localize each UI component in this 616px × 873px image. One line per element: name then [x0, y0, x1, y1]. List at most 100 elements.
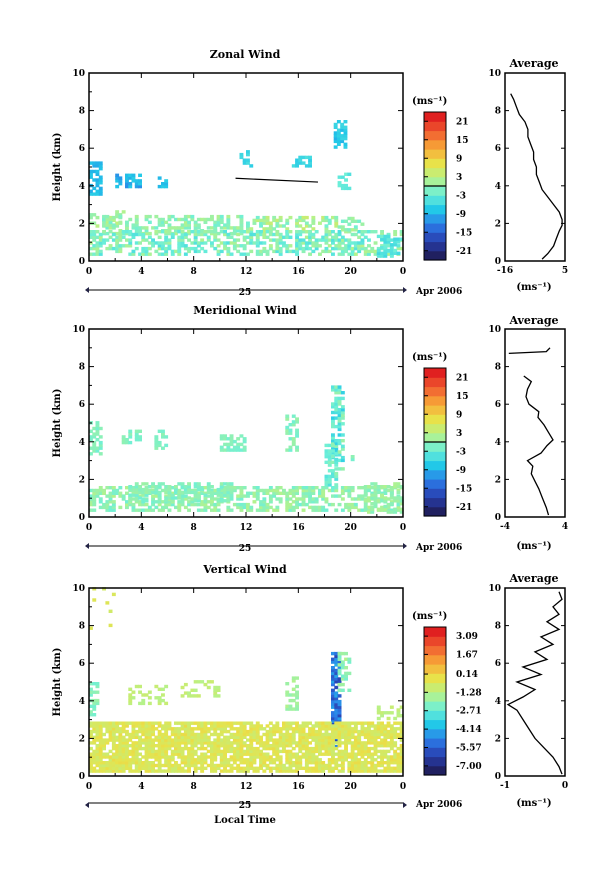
heatmap-cell — [223, 487, 227, 492]
heatmap-cell — [262, 763, 267, 768]
heatmap-cell — [285, 417, 290, 421]
heatmap-cell — [321, 746, 326, 751]
heatmap-cell — [337, 244, 342, 248]
heatmap-cell — [327, 232, 332, 237]
heatmap-cell — [193, 758, 198, 762]
heatmap-cell — [363, 741, 368, 745]
heatmap-cell — [295, 758, 299, 762]
heatmap-cell — [236, 486, 241, 490]
heatmap-cell — [121, 749, 126, 754]
heatmap-cell — [187, 230, 191, 234]
heatmap-cell — [363, 735, 368, 739]
heatmap-cell — [304, 164, 309, 168]
heatmap-cell — [337, 735, 342, 739]
heatmap-cell — [206, 755, 211, 759]
heatmap-cell — [216, 685, 221, 690]
heatmap-cell — [157, 744, 162, 748]
heatmap-cell — [98, 741, 103, 745]
heatmap-cell — [268, 738, 273, 742]
heatmap-cell — [98, 738, 103, 742]
heatmap-cell — [177, 226, 182, 230]
heatmap-cell — [278, 727, 283, 731]
heatmap-cell — [340, 447, 345, 451]
heatmap-cell — [213, 508, 218, 512]
colorbar-frame — [423, 626, 447, 776]
heatmap-cell — [259, 249, 263, 254]
heatmap-cell — [196, 226, 201, 230]
heatmap-cell — [321, 727, 326, 731]
heatmap-cell — [340, 467, 345, 471]
heatmap-cell — [98, 732, 103, 737]
heatmap-cell — [89, 763, 93, 768]
heatmap-cell — [331, 766, 335, 770]
heatmap-cell — [108, 738, 113, 742]
heatmap-cell — [226, 241, 231, 245]
heatmap-cell — [98, 161, 103, 165]
heatmap-cell — [298, 763, 303, 768]
colorbar-label: -21 — [456, 503, 472, 513]
heatmap-cell — [278, 497, 283, 501]
heatmap-cell — [223, 763, 227, 768]
heatmap-cell — [183, 746, 188, 751]
heatmap-cell — [383, 496, 388, 500]
heatmap-cell — [249, 721, 254, 725]
heatmap-cell — [334, 441, 339, 446]
heatmap-cell — [115, 491, 120, 495]
heatmap-cell — [344, 671, 348, 676]
heatmap-cell — [141, 232, 146, 237]
heatmap-cell — [308, 491, 312, 495]
heatmap-cell — [344, 727, 348, 731]
heatmap-cell — [246, 505, 250, 510]
heatmap-cell — [393, 230, 398, 234]
heatmap-cell — [308, 735, 312, 739]
heatmap-cell — [219, 241, 224, 245]
heatmap-cell — [298, 758, 303, 762]
heatmap-cell — [187, 694, 191, 698]
heatmap-cell — [252, 769, 257, 773]
heatmap-cell — [383, 749, 388, 754]
heatmap-cell — [295, 252, 299, 256]
heatmap-cell — [239, 226, 244, 230]
heatmap-cell — [239, 761, 244, 765]
heatmap-cell — [154, 485, 159, 489]
heatmap-cell — [340, 763, 345, 768]
heatmap-cell — [125, 741, 129, 745]
colorbar-swatch — [424, 112, 446, 122]
heatmap-cell — [187, 721, 191, 725]
heatmap-cell — [144, 735, 149, 739]
heatmap-cell — [327, 249, 332, 254]
heatmap-cell — [147, 741, 152, 745]
heatmap-cell — [187, 508, 191, 512]
heatmap-cell — [360, 232, 365, 237]
heatmap-cell — [147, 727, 152, 731]
heatmap-cell — [321, 508, 326, 512]
heatmap-cell — [334, 232, 339, 237]
heatmap-cell — [262, 769, 267, 773]
heatmap-cell — [353, 505, 358, 510]
heatmap-cell — [203, 500, 208, 504]
heatmap-cell — [239, 769, 244, 773]
heatmap-cell — [295, 721, 299, 725]
avg-y-tick-label: 10 — [488, 584, 501, 594]
heatmap-cell — [285, 230, 290, 234]
colorbar-label: 9 — [456, 154, 462, 164]
heatmap-cell — [92, 186, 97, 191]
heatmap-cell — [223, 448, 227, 452]
heatmap-cell — [259, 252, 263, 256]
heatmap-cell — [138, 721, 142, 725]
heatmap-cell — [177, 217, 182, 222]
heatmap-cell — [344, 230, 348, 234]
heatmap-cell — [147, 490, 152, 495]
heatmap-cell — [275, 755, 280, 759]
heatmap-cell — [115, 231, 120, 236]
heatmap-cell — [383, 487, 388, 492]
heatmap-cell — [89, 724, 93, 728]
heatmap-cell — [255, 235, 260, 239]
heatmap-cell — [180, 485, 185, 489]
heatmap-cell — [252, 749, 257, 754]
heatmap-cell — [200, 491, 205, 495]
heatmap-cell — [311, 497, 316, 501]
heatmap-cell — [350, 766, 355, 770]
colorbar-label: -15 — [456, 228, 472, 238]
heatmap-cell — [272, 758, 277, 762]
